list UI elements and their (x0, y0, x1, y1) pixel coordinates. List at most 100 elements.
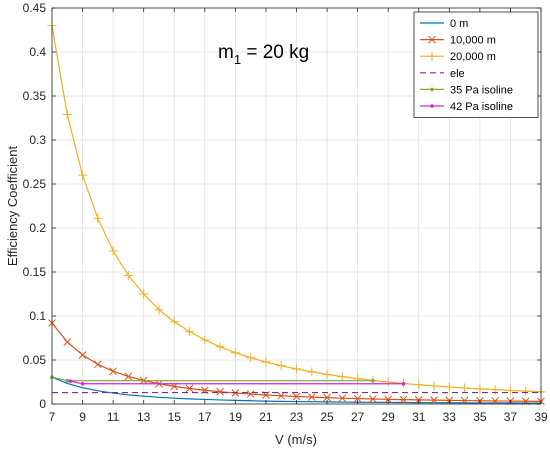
legend-item: 42 Pa isoline (420, 101, 513, 113)
data-point (353, 394, 362, 403)
data-point (353, 374, 363, 384)
data-point (460, 396, 469, 405)
data-point (216, 387, 224, 396)
x-tick-label: 15 (168, 410, 182, 424)
data-point (65, 378, 70, 383)
data-point (109, 367, 117, 376)
data-point (521, 386, 531, 396)
y-tick-label: 0.4 (29, 45, 46, 59)
x-tick-label: 23 (290, 410, 304, 424)
x-tick-label: 25 (320, 410, 334, 424)
legend-box (413, 11, 539, 118)
data-point (276, 361, 286, 371)
x-tick-label: 31 (412, 410, 426, 424)
data-point (307, 393, 316, 401)
x-tick-label: 7 (49, 410, 56, 424)
legend-item: 35 Pa isoline (420, 84, 513, 96)
legend-marker (427, 51, 437, 61)
data-point (292, 392, 301, 401)
legend-label: 35 Pa isoline (450, 84, 513, 96)
data-point (185, 327, 195, 337)
data-point (123, 271, 133, 281)
data-point (62, 109, 72, 119)
data-point (414, 380, 424, 390)
x-axis-label: V (m/s) (275, 432, 317, 447)
data-point (139, 289, 149, 299)
y-tick-label: 0.35 (23, 89, 47, 103)
y-axis-label: Efficiency Coefficient (5, 146, 20, 267)
data-point (429, 381, 439, 391)
data-point (460, 383, 470, 393)
data-point (261, 357, 271, 367)
x-tick-label: 27 (351, 410, 365, 424)
data-point (63, 338, 72, 346)
legend-label: 0 m (450, 18, 468, 30)
legend-label: ele (450, 68, 465, 80)
legend-label: 10,000 m (450, 35, 496, 47)
data-point (338, 394, 347, 403)
data-point (371, 378, 375, 383)
data-point (322, 369, 332, 379)
legend-label: 42 Pa isoline (450, 101, 513, 113)
data-point (323, 393, 331, 402)
y-tick-label: 0.2 (29, 221, 46, 235)
x-tick-label: 39 (534, 410, 548, 424)
legend-marker (430, 104, 434, 108)
data-point (78, 170, 88, 180)
legend-item: 0 m (420, 18, 468, 30)
data-point (491, 397, 500, 405)
data-point (185, 384, 194, 393)
data-point (399, 395, 408, 404)
data-point (108, 246, 118, 256)
chart-annotation: m1 = 20 kg (218, 42, 309, 67)
data-point (78, 351, 87, 359)
data-point (337, 372, 347, 382)
data-point (246, 353, 256, 363)
data-point (200, 335, 210, 345)
data-point (124, 372, 133, 381)
data-point (230, 348, 240, 358)
x-tick-label: 17 (198, 410, 212, 424)
x-tick-label: 21 (259, 410, 273, 424)
data-point (369, 395, 377, 403)
y-tick-label: 0.05 (23, 353, 47, 367)
data-point (430, 396, 438, 404)
x-tick-label: 9 (79, 410, 86, 424)
y-tick-label: 0.15 (23, 265, 47, 279)
y-tick-label: 0.25 (23, 177, 47, 191)
legend: 0 m 10,000 m 20,000 m ele 35 Pa isoline 42 Pa… (413, 11, 539, 118)
x-tick-label: 35 (473, 410, 487, 424)
data-point (383, 377, 393, 387)
data-point (93, 213, 103, 223)
legend-item: 10,000 m (420, 35, 496, 47)
data-point (307, 367, 317, 377)
y-tick-label: 0.3 (29, 133, 46, 147)
y-tick-label: 0.45 (23, 1, 47, 15)
data-point (68, 379, 73, 383)
legend-marker (428, 35, 436, 44)
data-point (444, 382, 454, 392)
x-tick-label: 13 (137, 410, 151, 424)
data-point (169, 317, 179, 327)
legend-marker (430, 87, 434, 92)
data-point (384, 395, 393, 404)
legend-item: ele (420, 68, 465, 80)
x-tick-label: 37 (504, 410, 518, 424)
data-point (154, 305, 164, 315)
data-point (414, 396, 423, 404)
data-point (93, 360, 102, 369)
x-tick-label: 29 (382, 410, 396, 424)
data-point (505, 385, 515, 395)
x-tick-label: 19 (229, 410, 243, 424)
data-point (292, 364, 301, 374)
data-point (401, 381, 406, 386)
y-tick-label: 0.1 (29, 309, 46, 323)
y-tick-label: 0 (39, 397, 46, 411)
data-point (277, 391, 286, 400)
legend-label: 20,000 m (450, 51, 496, 63)
data-point (475, 384, 485, 394)
x-tick-label: 11 (107, 410, 120, 424)
data-point (80, 381, 85, 386)
data-point (246, 390, 255, 398)
